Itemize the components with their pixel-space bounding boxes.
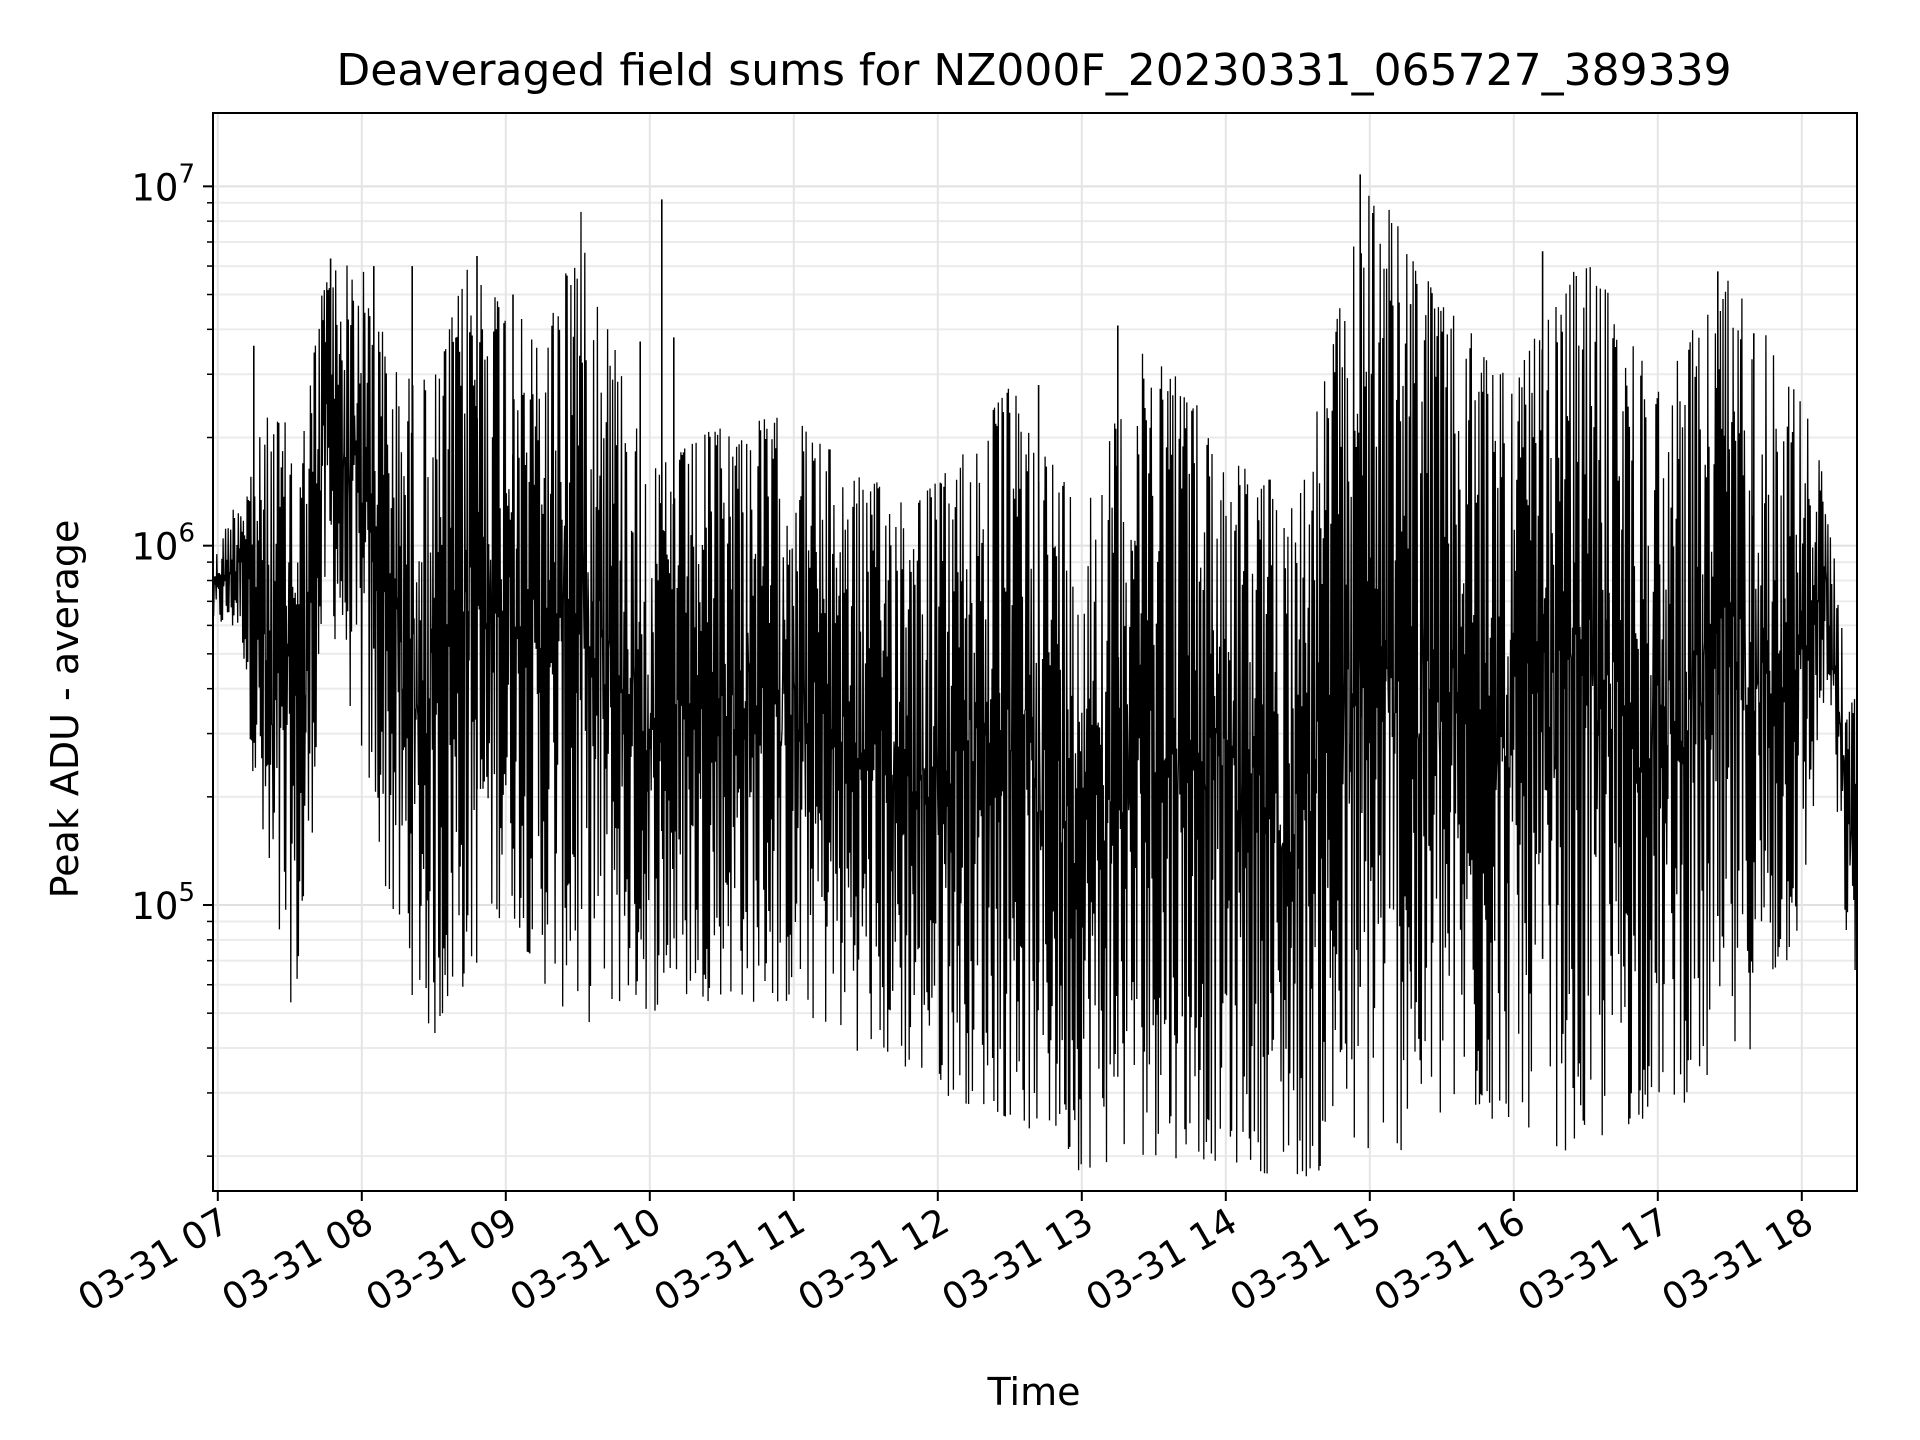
y-tick-label: 107: [131, 159, 195, 209]
y-tick-label: 105: [131, 878, 195, 928]
y-tick-label: 106: [131, 519, 195, 569]
data-series: [212, 174, 1858, 1177]
y-axis: 105 106 107: [131, 159, 213, 1157]
plot-frame: [212, 112, 1858, 1192]
x-axis-label: Time: [987, 1370, 1081, 1414]
series-line: [212, 195, 1858, 1177]
y-axis-label: Peak ADU - average: [43, 520, 87, 899]
chart-title: Deaveraged field sums for NZ000F_2023033…: [336, 45, 1731, 96]
